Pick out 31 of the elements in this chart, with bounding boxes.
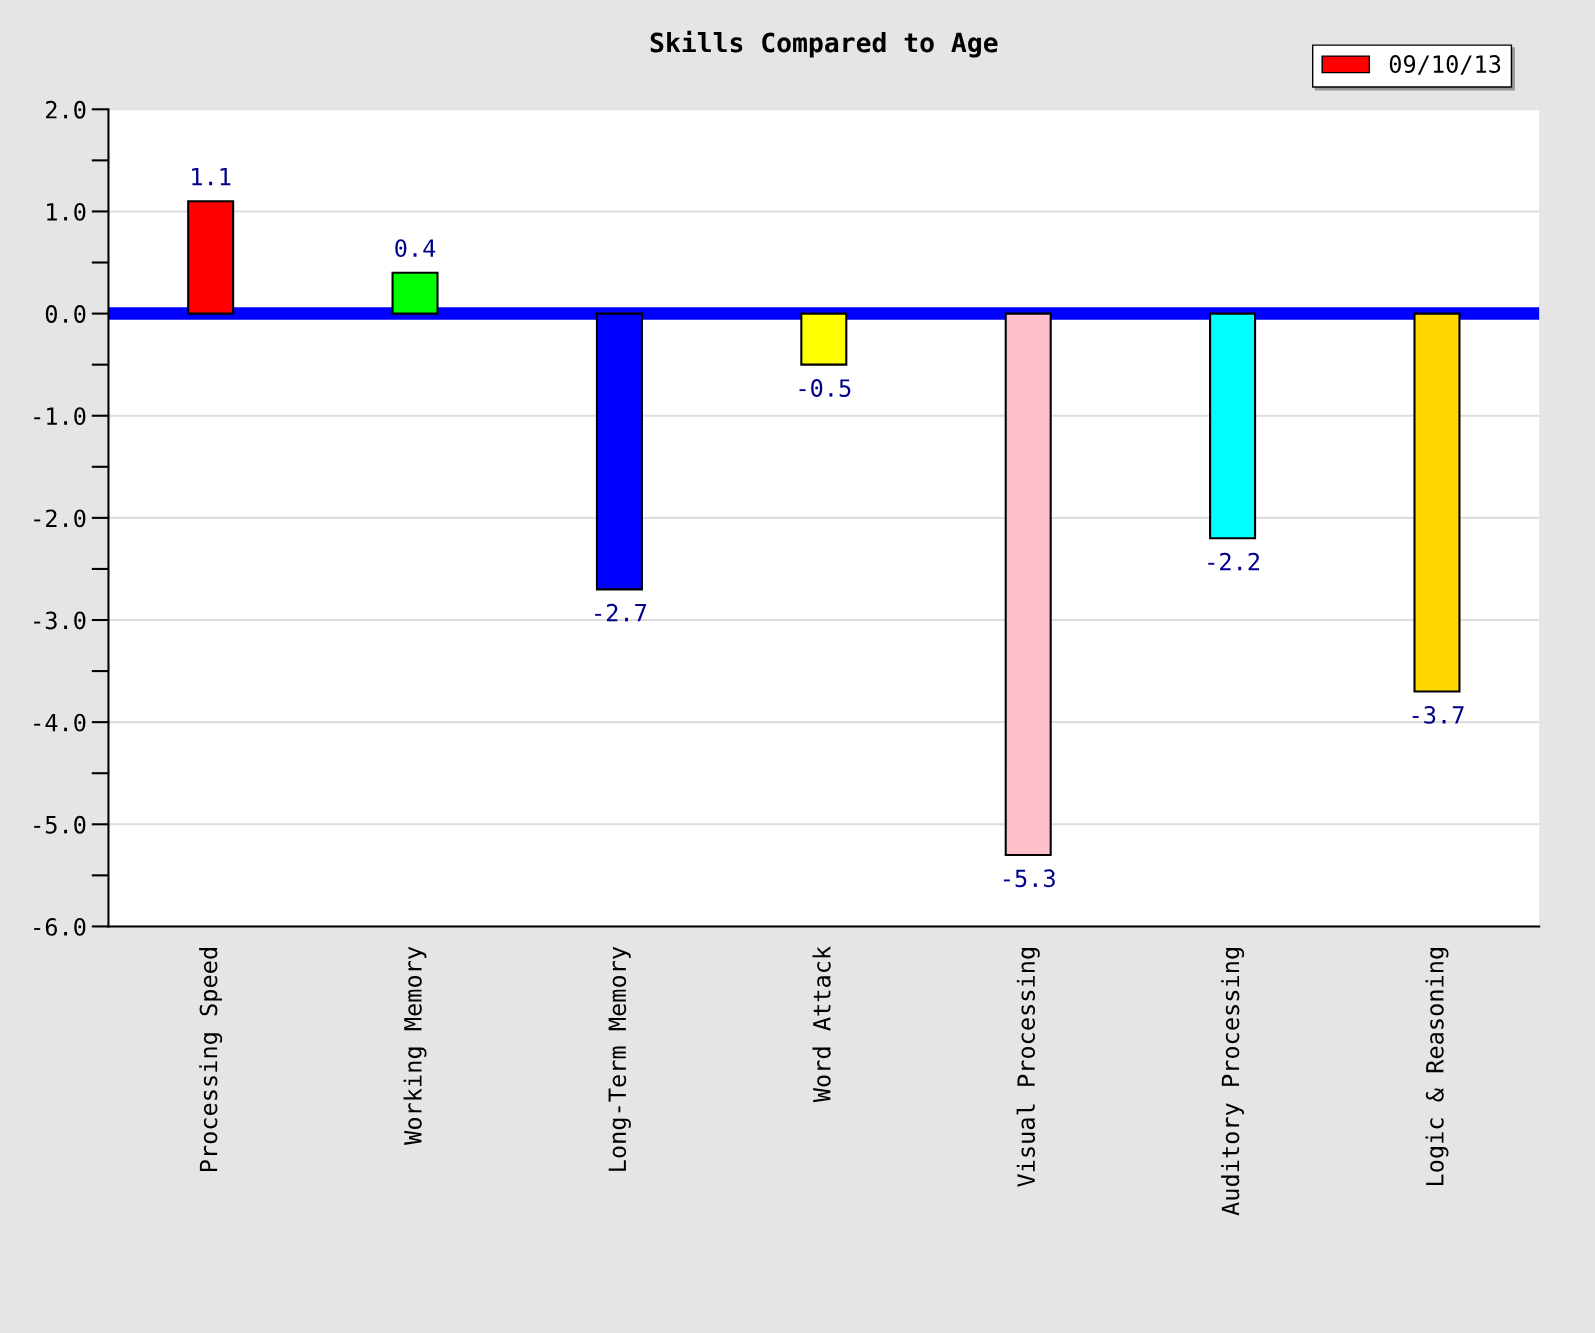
y-tick-label: -1.0 [34,407,86,426]
x-tick-label: Processing Speed [199,948,223,1172]
bar [1004,312,1052,856]
x-tick-label: Working Memory [403,946,427,1145]
bar [800,312,848,366]
y-tick-label: -2.0 [34,509,86,528]
x-tick-label: Logic & Reasoning [1425,948,1449,1186]
bar [391,271,439,315]
y-tick-label: 1.0 [47,202,86,221]
y-tick-label: 2.0 [46,100,86,119]
data-label: -0.5 [799,379,851,397]
data-label: -2.7 [595,603,647,622]
y-tick-label: -5.0 [34,815,86,834]
x-tick-label: Auditory Processing [1221,948,1245,1216]
x-tick-label: Long-Term Memory [608,946,631,1171]
data-label: -3.7 [1412,705,1464,724]
bar [1413,312,1461,693]
y-tick-label: -4.0 [34,713,86,732]
y-tick-label: -6.0 [34,917,86,936]
chart-title: Skills Compared to Age [650,30,998,58]
y-tick-label: -3.0 [34,611,86,630]
y-tick-label: 0.0 [45,305,86,323]
data-label: -5.3 [1003,869,1055,888]
bar [187,200,235,315]
data-label: 1.1 [192,168,231,186]
data-label: 0.4 [395,239,436,258]
x-tick-label: Visual Processing [1016,948,1040,1187]
x-tick-label: Word Attack [812,946,831,1103]
data-label: -2.2 [1208,552,1260,571]
legend-label: 09/10/13 [1389,55,1501,75]
bar [1209,312,1257,540]
